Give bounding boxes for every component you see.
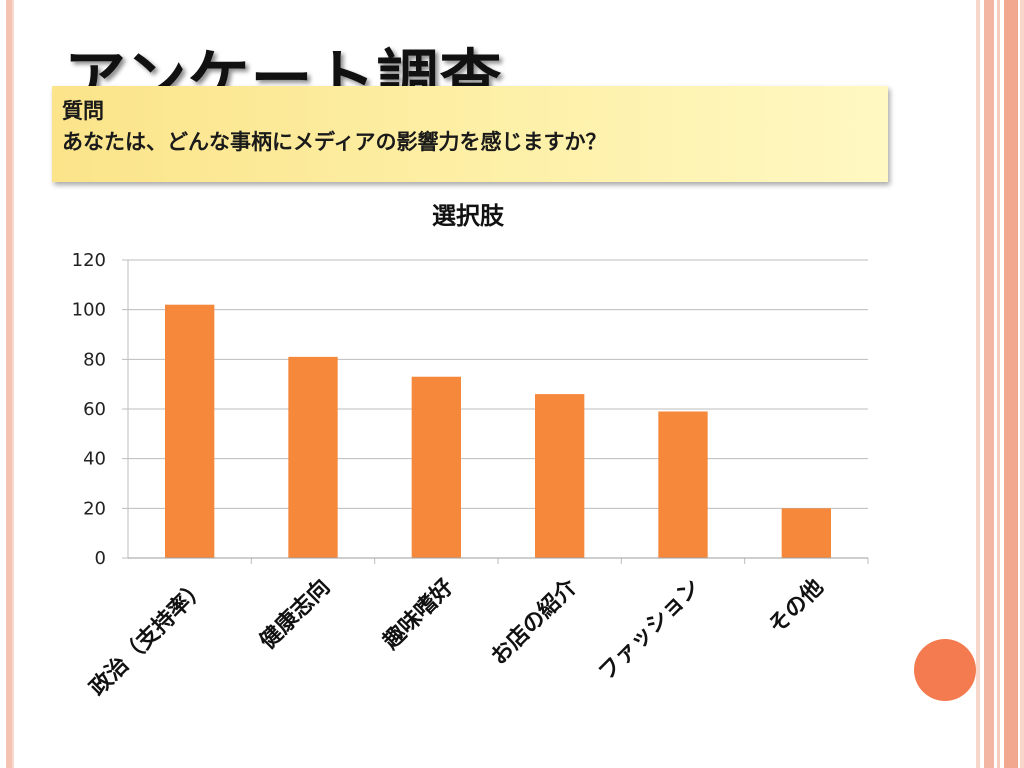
question-text: あなたは、どんな事柄にメディアの影響力を感じますか？ [62, 130, 607, 154]
bar [288, 356, 338, 558]
x-category-label: 政治（支持率） [85, 574, 212, 701]
y-tick-label: 120 [72, 250, 106, 271]
bar [411, 376, 461, 558]
right-border-stripe [1020, 0, 1024, 768]
x-category-label: ファッション [594, 575, 705, 686]
y-tick-label: 40 [83, 449, 106, 470]
right-border-stripe [1004, 0, 1018, 768]
x-category-label: 趣味嗜好 [377, 574, 458, 655]
y-tick-label: 100 [72, 300, 106, 321]
y-tick-label: 0 [95, 548, 106, 569]
right-border-stripe [984, 0, 994, 768]
left-border-decoration [6, 0, 14, 768]
question-label: 質問 [62, 99, 104, 123]
bar [165, 304, 215, 558]
question-box: 質問 あなたは、どんな事柄にメディアの影響力を感じますか？ [52, 86, 888, 182]
x-category-label: 健康志向 [255, 574, 336, 655]
x-category-label: その他 [764, 575, 828, 639]
decorative-circle [914, 639, 976, 701]
bar [658, 411, 708, 558]
y-tick-label: 60 [83, 399, 106, 420]
x-category-label: お店の紹介 [486, 573, 583, 670]
y-tick-label: 20 [83, 498, 106, 519]
chart-title: 選択肢 [432, 202, 504, 230]
right-border-stripe [997, 0, 1000, 768]
right-border-stripe [976, 0, 980, 768]
y-tick-label: 80 [83, 349, 106, 370]
bar [535, 394, 585, 558]
bar [781, 508, 831, 558]
